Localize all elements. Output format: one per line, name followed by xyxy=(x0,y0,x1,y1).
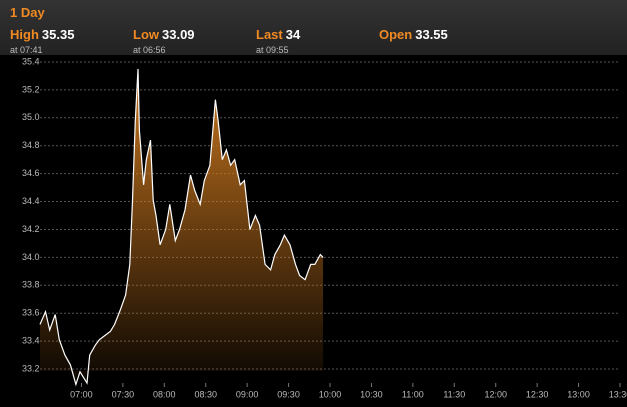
stat: Low 33.09 at 06:56 xyxy=(133,26,195,55)
x-tick-label: 12:30 xyxy=(526,389,549,399)
x-tick-label: 10:30 xyxy=(360,389,383,399)
y-tick-label: 33.6 xyxy=(22,308,40,318)
stat-label: Low xyxy=(133,27,159,42)
y-tick-label: 34.6 xyxy=(22,168,40,178)
stat-value: 34 xyxy=(285,27,301,42)
stat: Last 34 at 09:55 xyxy=(256,26,300,55)
x-tick-label: 08:30 xyxy=(194,389,217,399)
stat-value: 33.55 xyxy=(415,27,448,42)
stat-value: 35.35 xyxy=(41,27,75,42)
x-tick-label: 11:30 xyxy=(443,389,465,399)
x-tick-label: 07:00 xyxy=(70,389,93,399)
y-tick-label: 33.2 xyxy=(22,363,40,373)
stat-time: at 07:41 xyxy=(10,45,43,55)
stat-label: Last xyxy=(256,27,283,42)
y-tick-label: 35.2 xyxy=(22,84,40,94)
x-tick-label: 08:00 xyxy=(153,389,176,399)
x-tick-label: 09:30 xyxy=(277,389,300,399)
stat: High 35.35 at 07:41 xyxy=(10,26,74,55)
period: 1 Day xyxy=(10,5,45,20)
x-tick-label: 10:00 xyxy=(319,389,342,399)
x-tick-label: 12:00 xyxy=(484,389,507,399)
x-tick-label: 07:30 xyxy=(112,389,135,399)
stat-value: 33.09 xyxy=(162,27,195,42)
x-tick-label: 11:00 xyxy=(402,389,424,399)
header: 1 Day High 35.35 at 07:41 Low 33.09 at 06:… xyxy=(0,0,627,55)
stat-time: at 09:55 xyxy=(256,45,289,55)
x-tick-label: 13:30 xyxy=(609,389,627,399)
stat: Open 33.55 xyxy=(379,26,448,44)
y-tick-label: 34.2 xyxy=(22,224,40,234)
y-tick-label: 35.4 xyxy=(22,56,40,66)
y-tick-label: 34.8 xyxy=(22,140,40,150)
y-tick-label: 33.8 xyxy=(22,280,40,290)
y-tick-label: 34.0 xyxy=(22,252,40,262)
line xyxy=(39,68,324,387)
y-tick-label: 35.0 xyxy=(22,112,40,122)
area xyxy=(40,69,324,385)
x-tick-label: 09:00 xyxy=(236,389,259,399)
stat-label: Open xyxy=(379,27,413,42)
y-tick-label: 34.4 xyxy=(22,196,40,206)
y-tick-label: 33.4 xyxy=(22,336,40,346)
x-tick-label: 13:00 xyxy=(567,389,590,399)
stat-time: at 06:56 xyxy=(133,45,166,55)
stat-label: High xyxy=(10,27,39,42)
